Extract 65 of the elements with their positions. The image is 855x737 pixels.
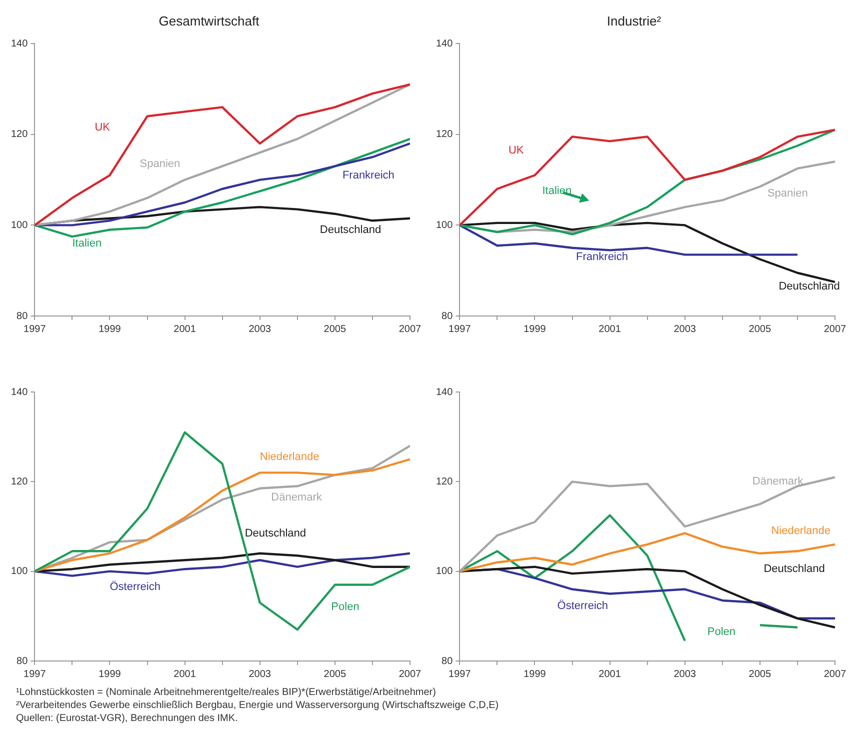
series-label: Deutschland	[320, 224, 382, 236]
x-tick-label: 2001	[598, 324, 622, 335]
x-tick-label: 2003	[248, 324, 272, 335]
x-tick-label: 2003	[674, 668, 696, 680]
legend-label: Italien	[542, 185, 572, 198]
y-tick-label: 120	[10, 129, 28, 140]
x-tick-label: 2003	[248, 668, 272, 680]
y-tick-label: 140	[10, 38, 28, 50]
text: ¹Lohnstückkosten = (Nominale Arbeitnehmerentgelte/reales BIP)*(Erwerbstätige/Arbeitnehmer)	[16, 686, 437, 699]
series-label: Italien	[72, 237, 102, 250]
series-label: Deutschland	[244, 527, 306, 540]
x-tick-label: 2007	[824, 324, 847, 335]
series-label: Dänemark	[271, 491, 322, 504]
x-tick-label: 1997	[24, 324, 46, 335]
text: Deutschland	[764, 563, 825, 576]
x-tick-label: 2001	[174, 324, 196, 335]
x-tick-label: 2001	[598, 668, 622, 680]
y-tick-label: 120	[436, 476, 454, 488]
y-tick-label: 100	[436, 566, 454, 578]
y-tick-label: 120	[436, 129, 454, 140]
y-tick-label: 80	[16, 656, 28, 667]
y-tick-label: 80	[442, 656, 454, 667]
x-tick-label: 2005	[324, 668, 346, 680]
x-tick-label: 1999	[98, 668, 122, 680]
y-tick-label: 120	[10, 476, 28, 488]
text: Polen	[707, 626, 736, 638]
y-tick-label: 80	[16, 310, 28, 322]
series-label: Niederlande	[260, 451, 320, 464]
x-tick-label: 2005	[748, 324, 772, 335]
y-tick-label: 140	[436, 38, 454, 50]
y-tick-label: 80	[442, 310, 454, 322]
x-tick-label: 2001	[174, 668, 196, 680]
series-label: Spanien	[767, 187, 808, 200]
x-tick-label: 2007	[398, 668, 422, 680]
x-tick-label: 2007	[398, 324, 422, 335]
x-tick-label: 1997	[448, 324, 472, 335]
text: UK	[94, 122, 111, 134]
x-tick-label: 2005	[324, 324, 346, 335]
x-tick-label: 1999	[524, 324, 546, 335]
series-label: Deutschland	[778, 280, 840, 293]
x-tick-label: 1997	[448, 668, 472, 680]
series-label: Frankreich	[342, 169, 394, 182]
x-tick-label: 1999	[98, 324, 122, 335]
series-label: Dänemark	[752, 476, 804, 488]
x-tick-label: 2005	[748, 668, 772, 680]
series-label: UK	[508, 144, 524, 156]
x-tick-label: 1999	[524, 668, 546, 680]
y-tick-label: 140	[436, 386, 454, 398]
series-label: Spanien	[140, 158, 180, 170]
x-tick-label: 2007	[824, 668, 847, 680]
x-tick-label: 2003	[674, 324, 696, 335]
y-tick-label: 100	[10, 566, 28, 578]
series-label: Polen	[331, 601, 360, 614]
y-tick-label: 140	[10, 386, 28, 398]
series-label: Frankreich	[576, 251, 628, 264]
series-label: Österreich	[110, 580, 160, 594]
series-label: Niederlande	[771, 525, 831, 538]
chart-title: Gesamtwirtschaft	[158, 13, 260, 28]
source-note: Quellen: (Eurostat-VGR), Berechnungen des IMK.	[16, 712, 239, 725]
text: ²Verarbeitendes Gewerbe einschließlich Bergbau, Energie und Wasserversorgung (Wirtschaftszweige C,D,E)	[16, 699, 499, 712]
chart-title: Industrie²	[606, 13, 662, 28]
y-tick-label: 100	[10, 220, 28, 231]
x-tick-label: 1997	[24, 668, 46, 680]
y-tick-label: 100	[436, 220, 454, 231]
series-label: Österreich	[557, 598, 608, 612]
